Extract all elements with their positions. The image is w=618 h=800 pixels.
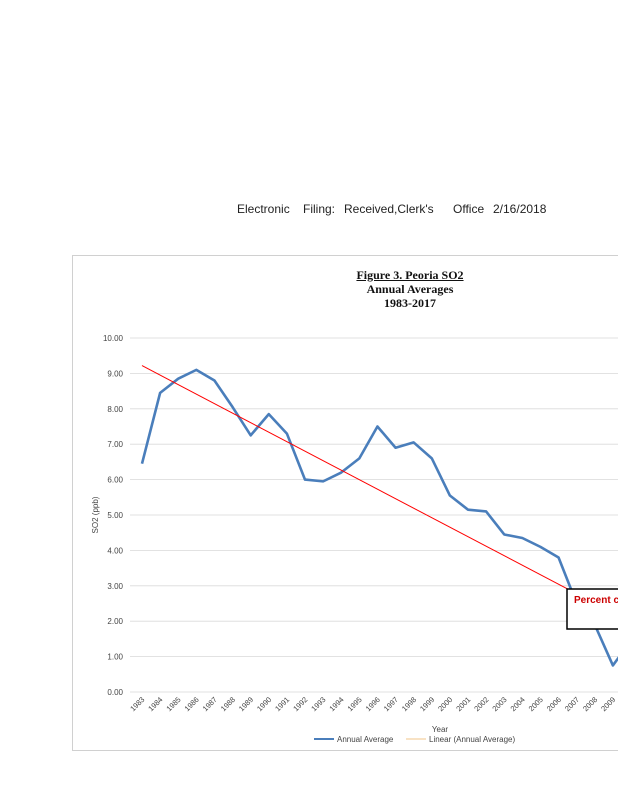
- y-tick-label: 5.00: [107, 511, 123, 520]
- header-electronic: Electronic: [237, 202, 290, 216]
- x-tick-label: 2003: [490, 695, 508, 713]
- x-tick-label: 1985: [164, 695, 182, 713]
- y-tick-label: 2.00: [107, 617, 123, 626]
- chart-title-line2: Annual Averages: [366, 282, 454, 296]
- callout-text: Percent c: [574, 595, 618, 606]
- x-tick-label: 1989: [237, 695, 255, 713]
- x-tick-label: 1998: [400, 695, 418, 713]
- x-tick-label: 1984: [146, 695, 164, 713]
- series-line-annual-average: [140, 368, 618, 667]
- y-axis-label: SO2 (ppb): [91, 496, 100, 533]
- x-tick-label: 1996: [364, 695, 382, 713]
- series-line-linear-trend: [141, 365, 618, 617]
- x-tick-label: 2001: [454, 695, 472, 713]
- x-tick-label: 2008: [581, 695, 599, 713]
- chart-title-line3: 1983-2017: [384, 296, 436, 310]
- y-axis-ticks: 0.00 1.00 2.00 3.00 4.00 5.00 6.00 7.00 8.00 9.00…: [103, 334, 124, 697]
- legend-label-annual: Annual Average: [337, 735, 394, 744]
- callout-box: [566, 588, 618, 630]
- chart-title-line1: Figure 3. Peoria SO2: [356, 268, 464, 282]
- y-tick-label: 0.00: [107, 688, 123, 697]
- x-tick-label: 2006: [545, 695, 563, 713]
- x-tick-label: 1990: [255, 695, 273, 713]
- percent-callout: Percent c: [566, 588, 618, 630]
- x-tick-label: 1983: [128, 695, 146, 713]
- series-layer: [140, 365, 618, 667]
- y-tick-label: 9.00: [107, 369, 123, 378]
- x-tick-label: 2005: [527, 695, 545, 713]
- legend: Annual Average Linear (Annual Average): [314, 735, 515, 744]
- y-tick-label: 6.00: [107, 476, 123, 485]
- filing-header: Electronic Filing: Received,Clerk's Offi…: [0, 202, 618, 218]
- header-date: 2/16/2018: [493, 202, 547, 216]
- x-tick-label: 1997: [382, 695, 400, 713]
- x-tick-label: 1988: [219, 695, 237, 713]
- x-tick-label: 2007: [563, 695, 581, 713]
- x-axis-ticks: 1983 1984 1985 1986 1987 1988 1989 1990 1991 1992…: [128, 695, 618, 713]
- x-tick-label: 1986: [183, 695, 201, 713]
- header-office: Office: [453, 202, 485, 216]
- x-tick-label: 2000: [436, 695, 454, 713]
- x-tick-label: 1991: [273, 695, 291, 713]
- x-tick-label: 1994: [327, 695, 345, 713]
- y-tick-label: 4.00: [107, 546, 123, 555]
- x-axis-label: Year: [432, 725, 449, 734]
- chart-title: Figure 3. Peoria SO2 Annual Averages 198…: [285, 268, 535, 310]
- x-tick-label: 1987: [201, 695, 219, 713]
- header-received: Received,Clerk's: [344, 202, 434, 216]
- y-tick-label: 10.00: [103, 334, 124, 343]
- y-tick-label: 8.00: [107, 405, 123, 414]
- y-tick-label: 3.00: [107, 582, 123, 591]
- x-tick-label: 1993: [309, 695, 327, 713]
- x-tick-label: 1999: [418, 695, 436, 713]
- y-tick-label: 1.00: [107, 653, 123, 662]
- y-tick-label: 7.00: [107, 440, 123, 449]
- legend-label-linear: Linear (Annual Average): [429, 735, 515, 744]
- grid-layer: [130, 337, 618, 693]
- x-tick-label: 2004: [509, 695, 527, 713]
- x-tick-label: 2009: [599, 695, 617, 713]
- x-tick-label: 2002: [472, 695, 490, 713]
- header-filing: Filing:: [303, 202, 336, 216]
- x-tick-label: 1995: [346, 695, 364, 713]
- x-tick-label: 1992: [291, 695, 309, 713]
